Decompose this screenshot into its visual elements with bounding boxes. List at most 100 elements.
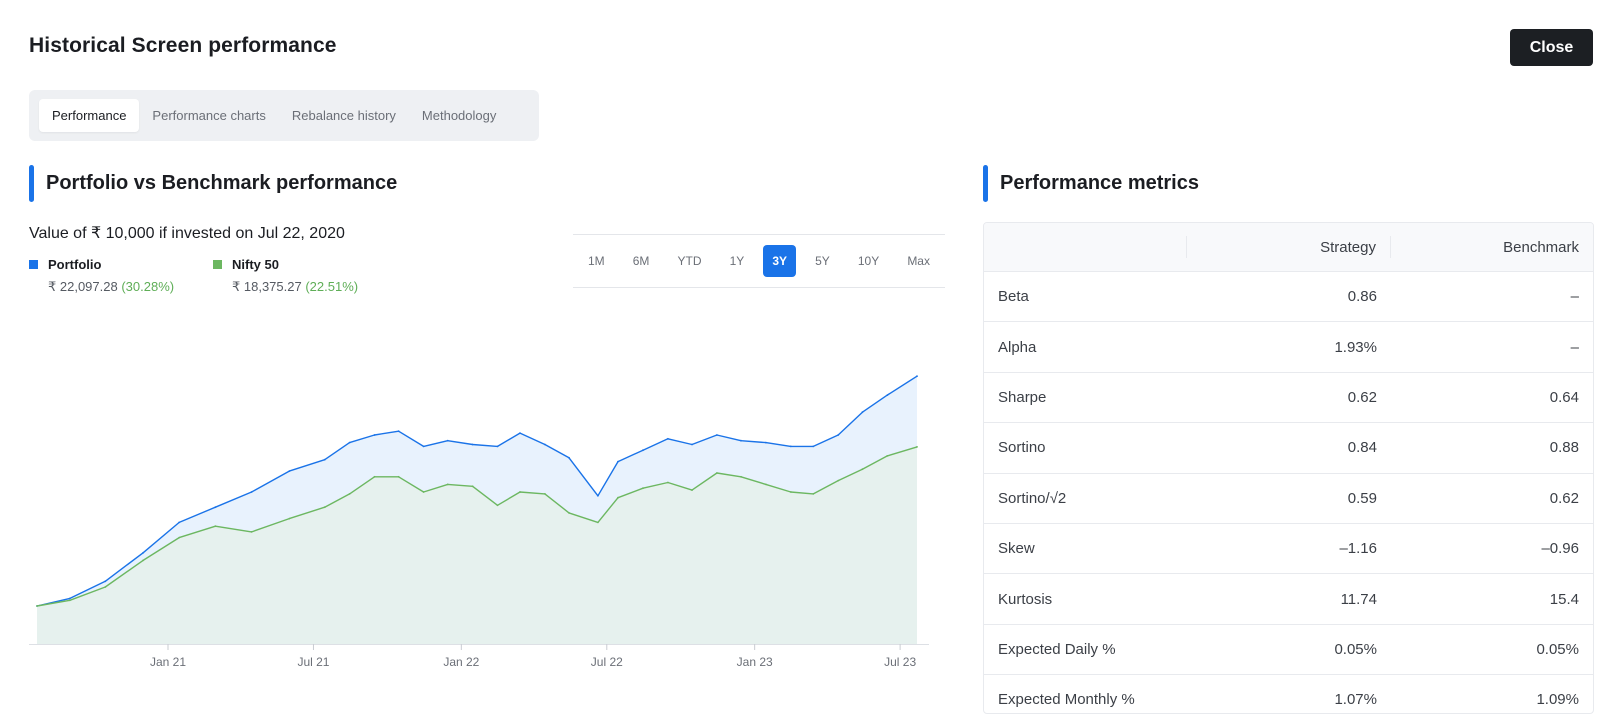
data-point xyxy=(214,525,217,528)
data-point xyxy=(397,430,400,433)
data-point xyxy=(916,446,918,448)
metric-name: Sharpe xyxy=(998,388,1047,406)
data-point xyxy=(861,411,864,414)
data-point xyxy=(104,586,107,588)
data-point xyxy=(36,605,38,607)
table-row: Kurtosis 11.74 15.4 xyxy=(984,574,1593,625)
series-area-benchmark xyxy=(37,446,917,644)
performance-chart[interactable]: Jan 21 Jul 21 Jan 22 Jul 22 Jan 23 Jul 23 xyxy=(29,330,949,700)
table-row: Expected Monthly % 1.07% 1.09% xyxy=(984,675,1593,713)
benchmark-value: – xyxy=(1570,288,1579,306)
range-3y-button[interactable]: 3Y xyxy=(763,245,797,277)
strategy-value: –1.16 xyxy=(1339,540,1377,558)
benchmark-value: 0.88 xyxy=(1549,439,1579,457)
metric-name: Skew xyxy=(998,540,1035,558)
table-row: Alpha 1.93% – xyxy=(984,322,1593,373)
strategy-value: 0.62 xyxy=(1347,388,1377,406)
data-point xyxy=(104,580,107,583)
data-point xyxy=(250,491,253,493)
range-5y-button[interactable]: 5Y xyxy=(815,254,830,268)
legend-name: Portfolio xyxy=(48,257,102,272)
data-point xyxy=(422,445,425,448)
legend-swatch-portfolio xyxy=(29,260,38,269)
benchmark-value: 15.4 xyxy=(1549,590,1579,608)
metric-name: Beta xyxy=(998,288,1029,306)
tab-performance-charts[interactable]: Performance charts xyxy=(152,108,266,123)
column-header-metric xyxy=(984,236,1187,258)
x-tick-label: Jul 23 xyxy=(884,655,916,669)
data-point xyxy=(642,487,644,490)
data-point xyxy=(323,458,326,461)
tab-performance[interactable]: Performance xyxy=(39,99,140,132)
legend-name: Nifty 50 xyxy=(232,257,279,272)
legend-value: ₹ 18,375.27 xyxy=(232,279,302,294)
data-point xyxy=(496,445,499,448)
data-point xyxy=(716,434,718,436)
data-point xyxy=(373,475,376,478)
data-point xyxy=(837,434,840,436)
data-point xyxy=(568,512,570,514)
data-point xyxy=(765,483,767,486)
strategy-value: 0.59 xyxy=(1347,489,1377,507)
data-point xyxy=(288,517,291,520)
data-point xyxy=(250,531,253,533)
range-max-button[interactable]: Max xyxy=(907,254,930,268)
metric-name: Expected Monthly % xyxy=(998,691,1135,709)
benchmark-value: 0.05% xyxy=(1536,640,1579,658)
data-point xyxy=(446,439,449,442)
legend-value: ₹ 22,097.28 xyxy=(48,279,118,294)
strategy-value: 1.93% xyxy=(1334,338,1377,356)
data-point xyxy=(568,456,570,459)
data-point xyxy=(837,479,840,482)
data-point xyxy=(544,493,546,495)
tab-bar: Performance Performance charts Rebalance… xyxy=(29,90,539,141)
metrics-header-row: Strategy Benchmark xyxy=(984,223,1593,272)
data-point xyxy=(214,506,217,509)
strategy-value: 1.07% xyxy=(1334,691,1377,709)
tab-methodology[interactable]: Methodology xyxy=(421,108,497,123)
tab-rebalance-history[interactable]: Rebalance history xyxy=(291,108,396,123)
data-point xyxy=(765,441,767,444)
data-point xyxy=(812,493,815,495)
data-point xyxy=(597,521,599,524)
close-button[interactable]: Close xyxy=(1510,29,1593,66)
metric-name: Sortino xyxy=(998,439,1046,457)
data-point xyxy=(667,437,669,440)
range-1m-button[interactable]: 1M xyxy=(588,254,605,268)
metric-name: Kurtosis xyxy=(998,590,1053,608)
legend-swatch-benchmark xyxy=(213,260,222,269)
data-point xyxy=(519,491,521,493)
strategy-value: 0.05% xyxy=(1334,640,1377,658)
metric-name: Sortino/√2 xyxy=(998,489,1067,507)
strategy-value: 11.74 xyxy=(1340,590,1377,608)
data-point xyxy=(642,449,644,452)
range-6m-button[interactable]: 6M xyxy=(632,254,650,268)
x-tick-label: Jan 23 xyxy=(737,655,773,669)
benchmark-value: – xyxy=(1570,338,1579,356)
range-1y-button[interactable]: 1Y xyxy=(729,254,745,268)
range-10y-button[interactable]: 10Y xyxy=(857,254,880,268)
range-ytd-button[interactable]: YTD xyxy=(677,254,702,268)
data-point xyxy=(789,445,792,448)
data-point xyxy=(617,460,619,463)
data-point xyxy=(348,441,351,444)
metrics-body: Beta 0.86 – Alpha 1.93% – Sharpe 0.62 0.64 Sortin… xyxy=(984,272,1593,713)
data-point xyxy=(617,496,619,499)
data-point xyxy=(544,443,546,446)
data-point xyxy=(496,504,499,507)
benchmark-value: 1.09% xyxy=(1536,691,1579,709)
table-row: Skew –1.16 –0.96 xyxy=(984,524,1593,575)
legend-change: (22.51%) xyxy=(305,279,359,294)
data-point xyxy=(471,443,474,446)
data-point xyxy=(288,470,291,472)
data-point xyxy=(740,475,742,478)
data-point xyxy=(142,559,144,562)
x-tick-label: Jul 22 xyxy=(591,655,623,669)
strategy-value: 0.86 xyxy=(1347,288,1377,306)
data-point xyxy=(886,455,889,457)
data-point xyxy=(397,475,400,478)
column-header-strategy: Strategy xyxy=(1187,236,1391,258)
data-point xyxy=(667,481,669,484)
legend-change: (30.28%) xyxy=(121,279,175,294)
